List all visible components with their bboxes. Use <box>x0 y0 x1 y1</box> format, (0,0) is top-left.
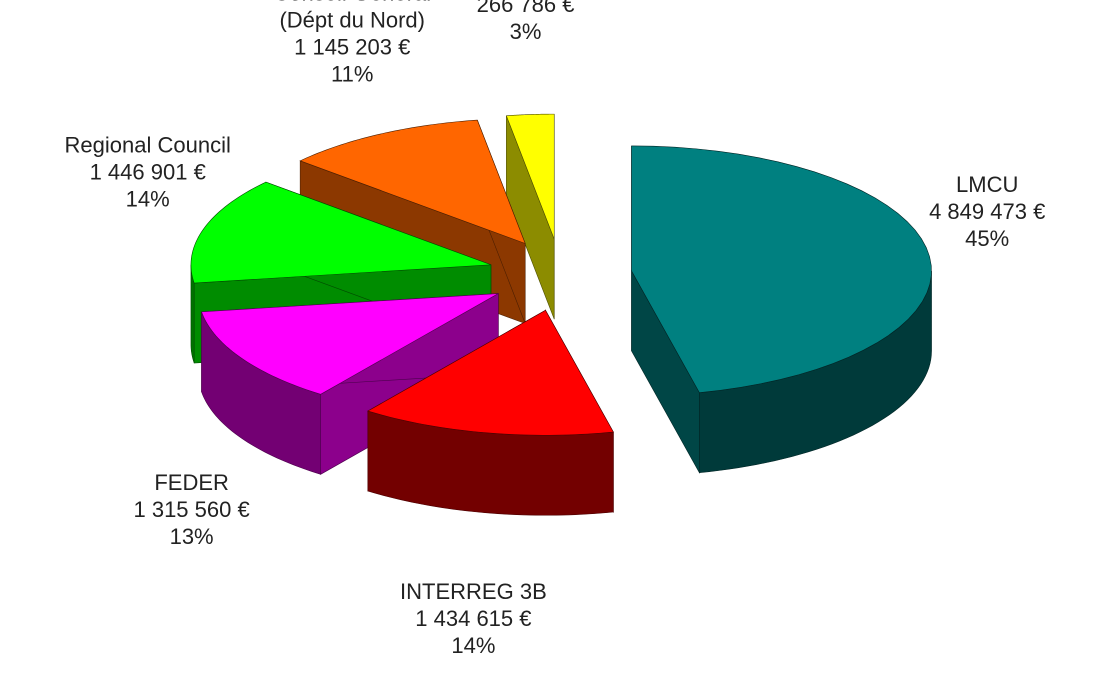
slice-top <box>299 119 526 244</box>
slice-top <box>190 181 492 284</box>
label-line: FEDER <box>154 470 229 495</box>
slice-top <box>505 113 555 240</box>
value-label: 1 434 615 € <box>415 606 531 631</box>
slice-top <box>631 145 932 393</box>
percent-label: 45% <box>965 226 1009 251</box>
slice-label: FEDER <box>154 470 229 495</box>
percent-label: 13% <box>170 524 214 549</box>
slice-label: LMCU <box>956 172 1018 197</box>
pie-slice <box>201 293 499 475</box>
percent-label: 14% <box>451 633 495 658</box>
pie-slice <box>367 309 614 516</box>
slice-label: Conseil Général (Dépt du Nord) <box>273 0 431 32</box>
label-line: Conseil Général <box>273 0 431 5</box>
percent-label: 3% <box>510 19 542 44</box>
percent-label: 11% <box>331 61 373 86</box>
value-label: 4 849 473 € <box>929 199 1045 224</box>
value-label: 1 446 901 € <box>90 159 206 184</box>
value-label: 1 315 560 € <box>133 497 249 522</box>
label-line: (Dépt du Nord) <box>279 7 425 32</box>
slice-top <box>367 309 614 436</box>
label-line: Regional Council <box>65 132 231 157</box>
percent-label: 14% <box>126 186 170 211</box>
label-line: LMCU <box>956 172 1018 197</box>
value-label: 266 786 € <box>477 0 575 17</box>
label-line: INTERREG 3B <box>400 579 547 604</box>
pie-slice <box>631 145 932 474</box>
value-label: 1 145 203 € <box>294 34 410 59</box>
slice-top <box>201 293 499 395</box>
slice-label: INTERREG 3B <box>400 579 547 604</box>
slice-label: Regional Council <box>65 132 231 157</box>
pie-slice <box>505 113 555 320</box>
